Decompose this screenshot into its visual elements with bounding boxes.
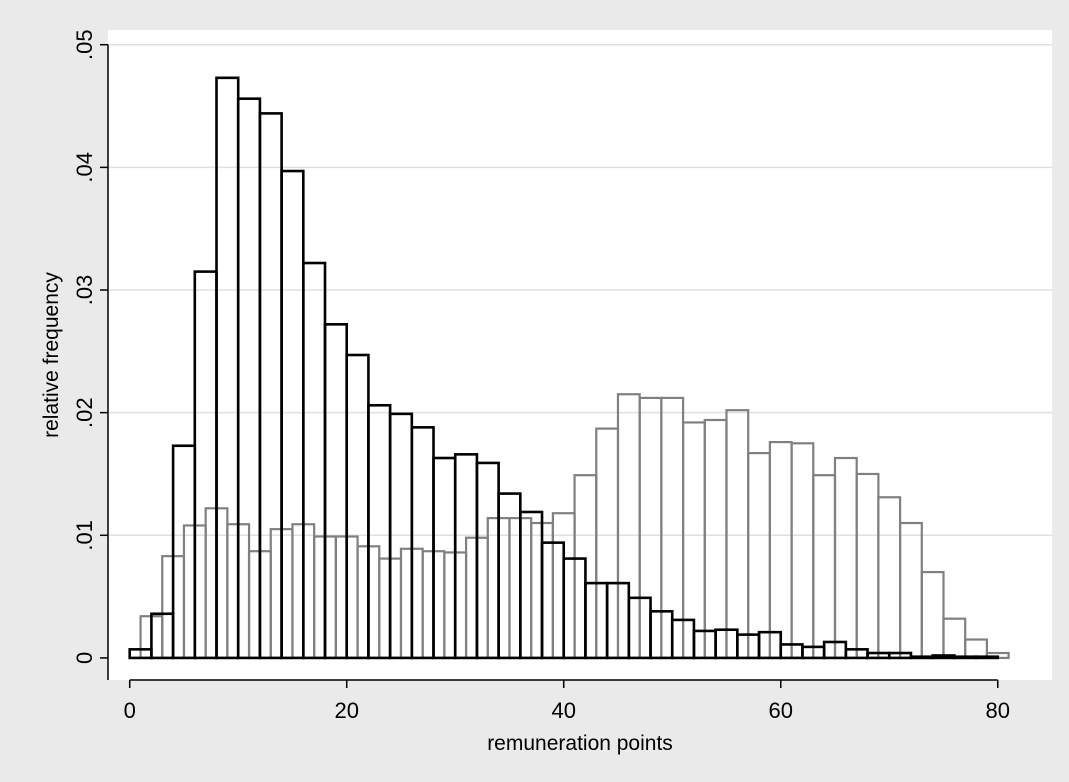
bar-black (974, 655, 1000, 660)
histogram-bars (128, 76, 1010, 660)
bar-black (931, 654, 956, 660)
x-tick-label: 40 (551, 698, 575, 723)
x-tick-label: 20 (334, 698, 358, 723)
y-tick-label: .01 (72, 520, 97, 551)
y-tick-label: .04 (72, 152, 97, 183)
y-tick-label: 0 (72, 652, 97, 664)
grid-lines (108, 43, 1052, 537)
y-tick-label: .03 (72, 275, 97, 306)
y-tick-label: .05 (72, 29, 97, 60)
y-axis-title: relative frequency (40, 272, 63, 438)
x-tick-label: 60 (768, 698, 792, 723)
bar-black (909, 655, 934, 660)
bar-black (953, 655, 978, 660)
x-tick-label: 80 (986, 698, 1010, 723)
x-tick-label: 0 (124, 698, 136, 723)
axes: 0 .01 .02 .03 .04 .05 0 20 40 60 80 (72, 29, 1010, 723)
x-axis-title: remuneration points (487, 732, 673, 755)
y-tick-label: .02 (72, 397, 97, 428)
plot-area (108, 30, 1052, 680)
